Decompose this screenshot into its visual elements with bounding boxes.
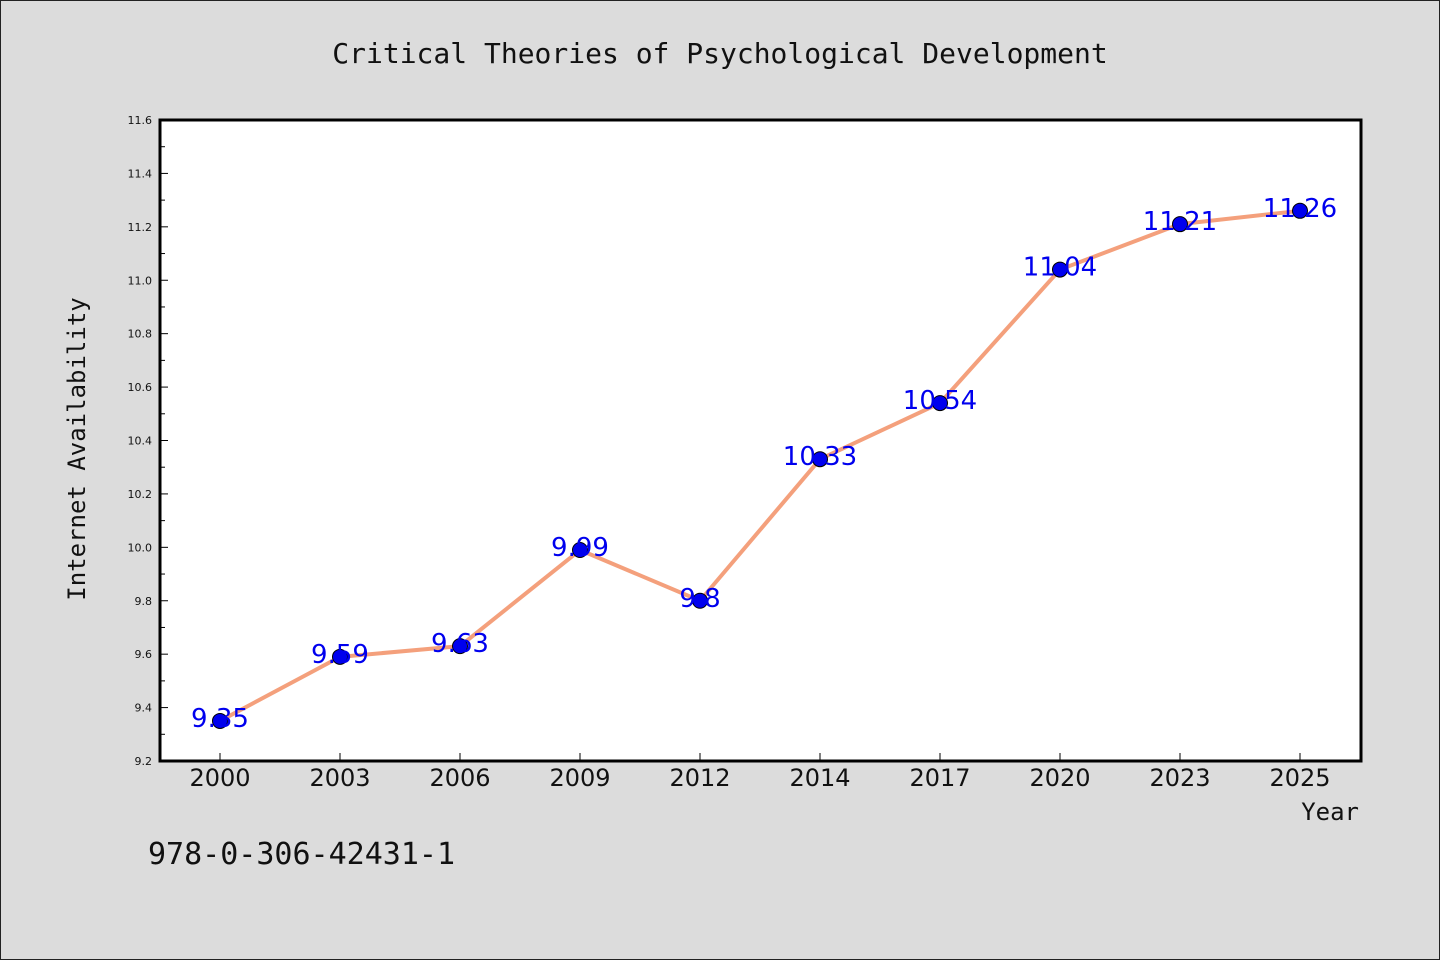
y-tick-label: 9.4 <box>135 702 153 715</box>
x-tick-label: 2012 <box>669 764 730 792</box>
y-tick-label: 11.4 <box>128 167 153 180</box>
y-tick-label: 11.0 <box>128 274 153 287</box>
data-point <box>212 712 228 729</box>
y-axis-label: Internet Availability <box>63 297 91 600</box>
series-group: 9.35 9.59 9.63 9.99 9.8 10.33 10.54 11.04 11.21 1… <box>191 194 1337 734</box>
data-point <box>1052 261 1068 278</box>
data-label: 10.33 <box>783 442 857 472</box>
x-tick-label: 2000 <box>189 764 250 792</box>
data-label: 9.35 <box>191 704 249 734</box>
data-label: 10.54 <box>903 386 977 416</box>
data-point <box>332 648 348 665</box>
data-point <box>812 451 828 468</box>
x-axis-label: Year <box>1301 798 1359 826</box>
data-label: 9.59 <box>311 640 369 670</box>
x-tick-label: 2014 <box>789 764 850 792</box>
x-tick-label: 2006 <box>429 764 490 792</box>
y-tick-label: 10.2 <box>128 488 153 501</box>
data-point <box>1292 202 1308 219</box>
data-label: 11.26 <box>1263 194 1337 224</box>
x-tick-label: 2003 <box>309 764 370 792</box>
data-label: 9.63 <box>431 629 489 659</box>
chart-title: Critical Theories of Psychological Devel… <box>332 37 1107 70</box>
x-tick-label: 2023 <box>1149 764 1210 792</box>
y-tick-label: 10.6 <box>128 381 153 394</box>
data-label: 9.99 <box>551 533 609 563</box>
x-tick-label: 2017 <box>909 764 970 792</box>
data-point <box>1172 216 1188 233</box>
y-tick-label: 10.4 <box>128 435 153 448</box>
data-label: 11.21 <box>1143 207 1217 237</box>
data-point <box>932 395 948 412</box>
x-tick-label: 2020 <box>1029 764 1090 792</box>
y-tick-label: 9.8 <box>135 595 153 608</box>
data-point <box>452 638 468 655</box>
y-axis-ticks: 9.2 9.4 9.6 9.8 10.0 10.2 10.4 10.6 10.8 11.0 11.2… <box>128 114 168 768</box>
x-tick-label: 2009 <box>549 764 610 792</box>
series-line <box>218 208 1302 723</box>
isbn-note: 978-0-306-42431-1 <box>148 837 455 872</box>
data-point <box>572 542 588 559</box>
y-tick-label: 11.6 <box>128 114 153 127</box>
y-tick-label: 9.2 <box>135 755 153 768</box>
data-label: 11.04 <box>1023 253 1097 283</box>
data-point <box>692 592 708 609</box>
x-tick-label: 2025 <box>1269 764 1330 792</box>
x-axis-ticks: 2000 2003 2006 2009 2012 2014 2017 2020 2023 2025 <box>189 753 1331 792</box>
y-tick-label: 10.0 <box>128 541 153 554</box>
y-tick-label: 9.6 <box>135 648 153 661</box>
data-label: 9.8 <box>679 584 720 614</box>
y-tick-label: 11.2 <box>128 221 153 234</box>
y-tick-label: 10.8 <box>128 328 153 341</box>
